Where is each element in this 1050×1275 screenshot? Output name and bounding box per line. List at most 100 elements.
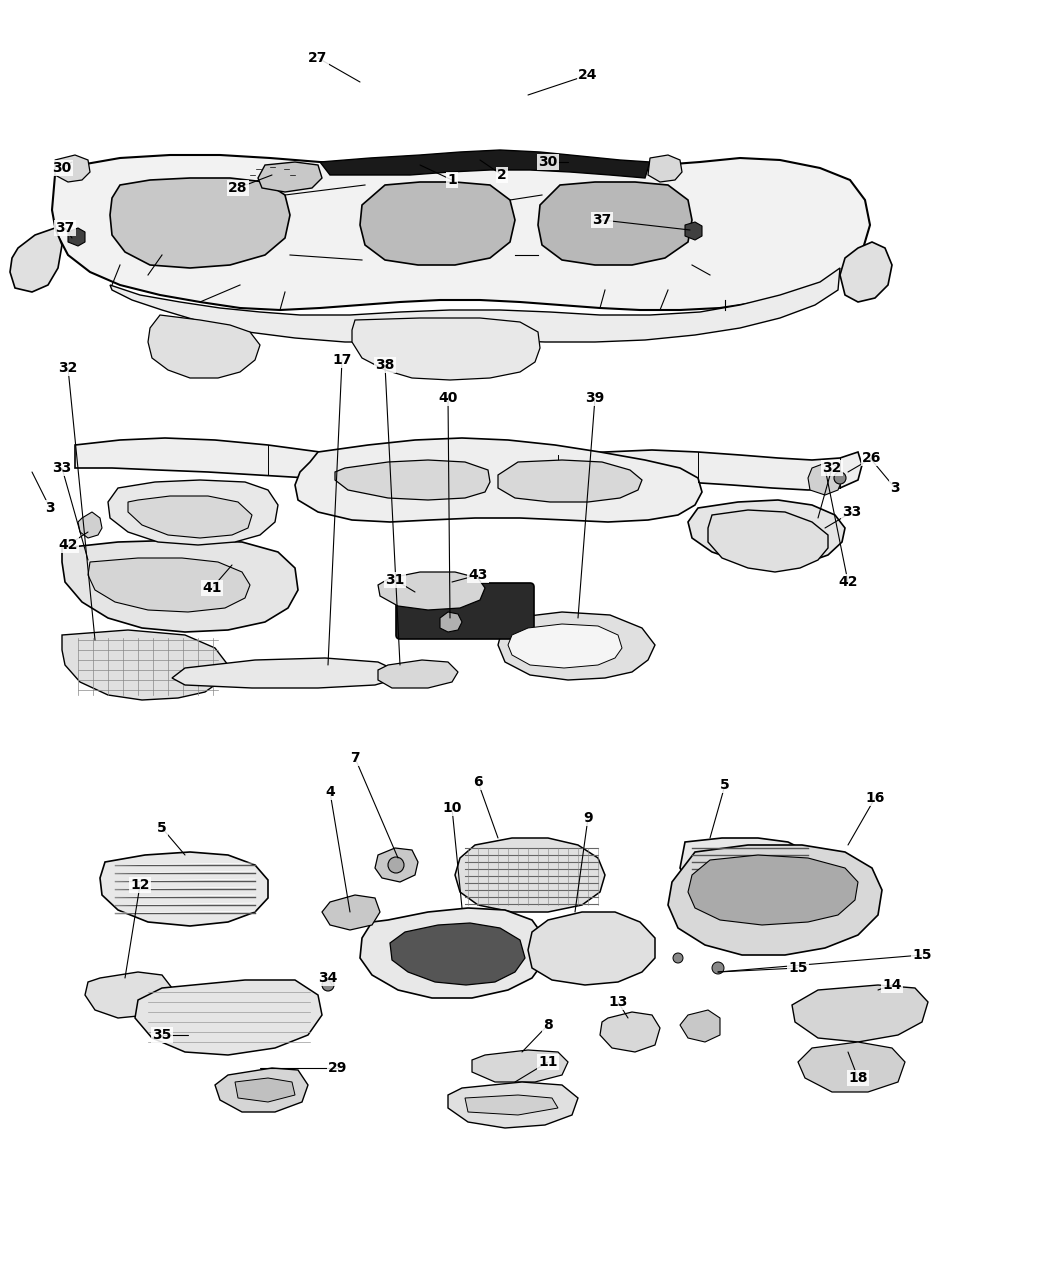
Polygon shape <box>322 895 380 929</box>
Polygon shape <box>258 162 322 193</box>
Polygon shape <box>128 496 252 538</box>
Text: 34: 34 <box>318 972 338 986</box>
Polygon shape <box>352 317 540 380</box>
Polygon shape <box>68 228 85 246</box>
Text: 1: 1 <box>447 173 457 187</box>
Text: 5: 5 <box>158 821 167 835</box>
Text: 15: 15 <box>912 949 931 963</box>
Polygon shape <box>508 623 622 668</box>
Text: 43: 43 <box>468 567 487 581</box>
Polygon shape <box>215 1068 308 1112</box>
Text: 30: 30 <box>539 156 558 170</box>
Polygon shape <box>668 845 882 955</box>
Text: 33: 33 <box>52 462 71 476</box>
Text: 10: 10 <box>442 801 462 815</box>
Text: 30: 30 <box>52 161 71 175</box>
Polygon shape <box>840 242 892 302</box>
Polygon shape <box>708 510 828 572</box>
Polygon shape <box>808 462 842 495</box>
Text: 3: 3 <box>890 481 900 495</box>
Text: 4: 4 <box>326 785 335 799</box>
Polygon shape <box>55 156 90 182</box>
Circle shape <box>388 857 404 873</box>
Text: 9: 9 <box>583 811 593 825</box>
Polygon shape <box>688 500 845 565</box>
Polygon shape <box>148 315 260 377</box>
Polygon shape <box>320 150 650 178</box>
Circle shape <box>673 952 683 963</box>
Polygon shape <box>110 179 290 268</box>
Polygon shape <box>100 852 268 926</box>
Polygon shape <box>360 908 545 998</box>
Polygon shape <box>798 1042 905 1091</box>
Polygon shape <box>235 1077 295 1102</box>
Polygon shape <box>455 838 605 912</box>
Text: 26: 26 <box>862 451 882 465</box>
Polygon shape <box>498 612 655 680</box>
Text: 13: 13 <box>608 994 628 1009</box>
Polygon shape <box>378 572 485 609</box>
Text: 16: 16 <box>865 790 885 805</box>
Polygon shape <box>52 156 870 310</box>
Text: 5: 5 <box>720 778 730 792</box>
Polygon shape <box>538 182 692 265</box>
Polygon shape <box>465 1095 558 1116</box>
Polygon shape <box>88 558 250 612</box>
Polygon shape <box>792 986 928 1042</box>
Polygon shape <box>10 228 62 292</box>
Text: 27: 27 <box>309 51 328 65</box>
Polygon shape <box>108 479 278 544</box>
Text: 41: 41 <box>203 581 222 595</box>
Text: 12: 12 <box>130 878 150 892</box>
Text: 3: 3 <box>45 501 55 515</box>
Polygon shape <box>75 439 862 490</box>
Text: 29: 29 <box>329 1061 348 1075</box>
Text: 32: 32 <box>59 361 78 375</box>
Text: 33: 33 <box>842 505 862 519</box>
Text: 42: 42 <box>838 575 858 589</box>
Text: 15: 15 <box>789 961 807 975</box>
Polygon shape <box>688 856 858 924</box>
Polygon shape <box>295 439 702 521</box>
Text: 32: 32 <box>822 462 842 476</box>
Polygon shape <box>600 1012 660 1052</box>
Polygon shape <box>685 222 702 240</box>
Text: 17: 17 <box>332 353 352 367</box>
Circle shape <box>322 979 334 991</box>
Polygon shape <box>528 912 655 986</box>
Polygon shape <box>440 612 462 632</box>
Text: 7: 7 <box>351 751 360 765</box>
Text: 40: 40 <box>438 391 458 405</box>
Polygon shape <box>62 541 298 632</box>
Polygon shape <box>110 268 840 342</box>
Polygon shape <box>390 923 525 986</box>
Text: 37: 37 <box>56 221 75 235</box>
Polygon shape <box>648 156 682 182</box>
Text: 18: 18 <box>848 1071 867 1085</box>
FancyBboxPatch shape <box>396 583 534 639</box>
Text: 38: 38 <box>375 358 395 372</box>
Circle shape <box>712 963 724 974</box>
Polygon shape <box>448 1082 578 1128</box>
Polygon shape <box>172 658 395 688</box>
Text: 24: 24 <box>579 68 597 82</box>
Polygon shape <box>62 630 228 700</box>
Polygon shape <box>360 182 514 265</box>
Text: 35: 35 <box>152 1028 172 1042</box>
Polygon shape <box>378 660 458 689</box>
Polygon shape <box>375 848 418 882</box>
Polygon shape <box>498 460 642 502</box>
Text: 39: 39 <box>586 391 605 405</box>
Text: 8: 8 <box>543 1017 553 1031</box>
Text: 37: 37 <box>592 213 611 227</box>
Polygon shape <box>335 460 490 500</box>
Text: 11: 11 <box>539 1054 558 1068</box>
Text: 42: 42 <box>58 538 78 552</box>
Polygon shape <box>472 1051 568 1082</box>
Polygon shape <box>78 513 102 538</box>
Text: 28: 28 <box>228 181 248 195</box>
Polygon shape <box>135 980 322 1054</box>
Text: 14: 14 <box>882 978 902 992</box>
Polygon shape <box>680 838 815 900</box>
Text: 31: 31 <box>385 572 404 586</box>
